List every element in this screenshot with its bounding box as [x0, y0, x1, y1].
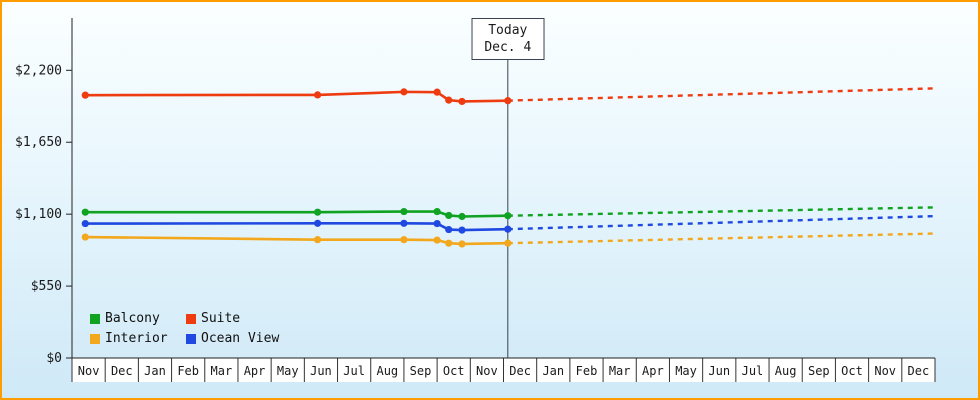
legend-label-suite: Suite	[201, 311, 241, 326]
series-interior-point	[433, 236, 441, 244]
x-tick-label-14: Jan	[542, 364, 564, 378]
legend-label-balcony: Balcony	[105, 311, 160, 326]
x-tick-label-19: Jun	[708, 364, 730, 378]
x-tick-label-18: May	[675, 364, 697, 378]
legend-item-suite: Suite	[186, 311, 279, 326]
x-tick-label-15: Feb	[576, 364, 598, 378]
x-tick-label-2: Jan	[144, 364, 166, 378]
series-ocean-view-point	[458, 226, 466, 234]
x-tick-label-11: Oct	[443, 364, 465, 378]
series-balcony-point	[458, 212, 466, 221]
series-suite-point	[458, 97, 466, 106]
today-date: Dec. 4	[484, 40, 532, 55]
x-tick-label-22: Sep	[808, 364, 830, 378]
series-balcony-point	[504, 212, 512, 220]
x-tick-label-25: Dec	[908, 364, 930, 378]
series-suite-forecast-line	[507, 87, 936, 102]
series-suite-point	[433, 88, 441, 96]
series-ocean-view-point	[400, 219, 408, 227]
series-suite-point	[314, 91, 322, 99]
legend-swatch-suite	[186, 313, 196, 324]
today-marker-box: Today Dec. 4	[471, 18, 545, 60]
series-ocean-view-history-line	[85, 222, 508, 232]
x-tick-label-12: Nov	[476, 364, 498, 378]
x-tick-label-10: Sep	[410, 364, 432, 378]
x-tick-label-20: Jul	[742, 364, 764, 378]
x-tick-label-24: Nov	[874, 364, 896, 378]
series-interior-point	[445, 239, 453, 247]
legend-item-interior: Interior	[90, 331, 186, 346]
series-ocean-view-point	[433, 219, 441, 228]
series-ocean-view-point	[81, 219, 89, 228]
legend: Balcony Suite Interior Ocean View	[90, 311, 279, 346]
series-suite-history-line	[85, 90, 508, 103]
legend-label-interior: Interior	[105, 331, 168, 346]
series-balcony-point	[81, 208, 89, 216]
series-interior-point	[400, 236, 408, 244]
series-ocean-view-point	[445, 225, 453, 234]
series-suite-point	[445, 96, 453, 104]
series-interior-point	[81, 233, 89, 241]
x-tick-label-5: Apr	[244, 364, 266, 378]
x-tick-label-8: Jul	[343, 364, 365, 378]
series-ocean-view-point	[314, 219, 322, 227]
series-balcony-forecast-line	[507, 206, 936, 217]
today-label: Today	[488, 23, 528, 38]
series-balcony-point	[445, 211, 453, 220]
legend-swatch-ocean-view	[186, 333, 196, 344]
x-tick-label-6: May	[277, 364, 299, 378]
legend-item-balcony: Balcony	[90, 311, 186, 326]
series-interior-point	[458, 240, 466, 248]
y-tick-label-3: $1,650	[15, 135, 62, 150]
legend-swatch-balcony	[90, 313, 100, 324]
x-tick-label-16: Mar	[609, 364, 631, 378]
series-interior-point	[314, 236, 322, 244]
y-tick-label-0: $0	[46, 351, 62, 366]
legend-item-ocean-view: Ocean View	[186, 331, 279, 346]
series-balcony-point	[400, 207, 408, 216]
series-interior-history-line	[85, 235, 508, 246]
x-tick-label-17: Apr	[642, 364, 664, 378]
legend-swatch-interior	[90, 333, 100, 344]
y-tick-label-4: $2,200	[15, 63, 62, 78]
series-suite-point	[81, 91, 89, 99]
series-suite-point	[400, 88, 408, 96]
x-tick-label-23: Oct	[841, 364, 863, 378]
series-interior-forecast-line	[507, 232, 936, 245]
series-ocean-view-forecast-line	[507, 214, 936, 231]
x-tick-label-0: Nov	[78, 364, 100, 378]
legend-label-ocean-view: Ocean View	[201, 331, 280, 346]
series-suite-point	[504, 97, 512, 105]
series-ocean-view-point	[504, 225, 512, 233]
x-tick-label-3: Feb	[177, 364, 199, 378]
y-tick-label-2: $1,100	[15, 207, 62, 222]
series-balcony-history-line	[85, 210, 508, 218]
x-tick-label-7: Jun	[310, 364, 332, 378]
x-tick-label-21: Aug	[775, 364, 797, 378]
series-interior-point	[504, 239, 512, 247]
x-tick-label-4: Mar	[211, 364, 233, 378]
y-tick-label-1: $550	[31, 279, 62, 294]
series-balcony-point	[314, 208, 322, 216]
x-tick-label-9: Aug	[376, 364, 398, 378]
x-tick-label-13: Dec	[509, 364, 531, 378]
x-tick-label-1: Dec	[111, 364, 133, 378]
series-balcony-point	[433, 207, 441, 216]
